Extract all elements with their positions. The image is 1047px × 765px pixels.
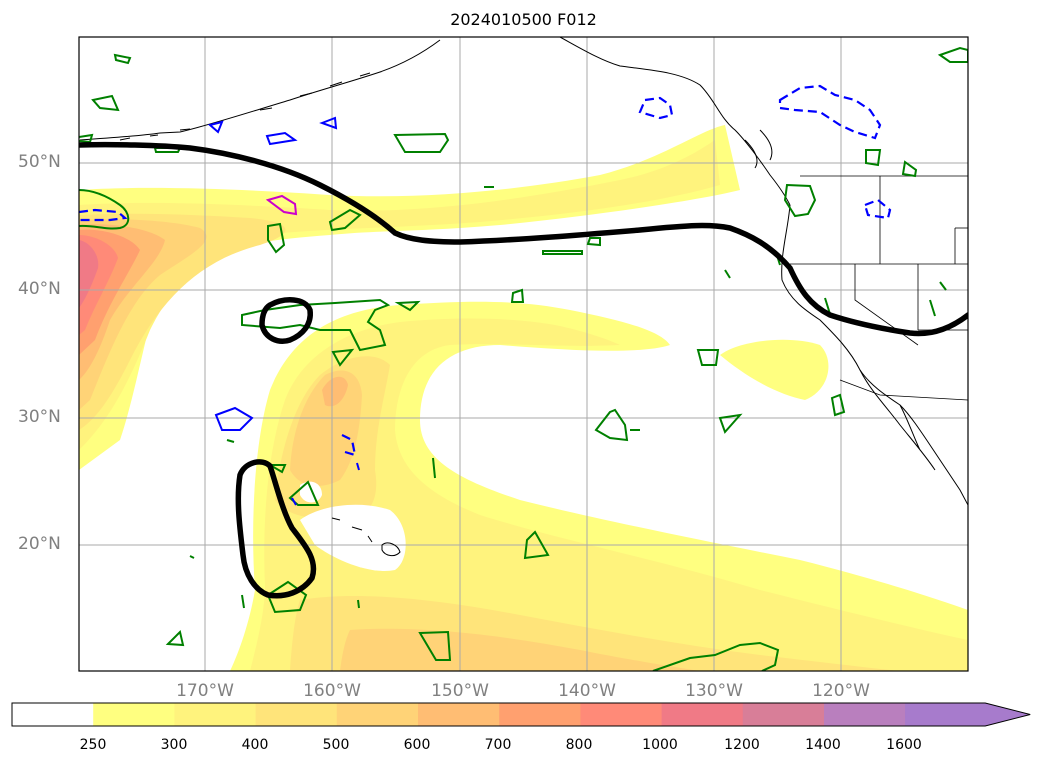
map-title: 2024010500 F012	[450, 10, 597, 29]
gridlines	[79, 37, 968, 671]
jet-contours	[79, 141, 968, 599]
magenta-contour	[265, 194, 298, 216]
colorbar-segment	[499, 703, 581, 726]
colorbar-segment	[418, 703, 500, 726]
colorbar-segment	[93, 703, 175, 726]
colorbar-segment	[12, 703, 94, 726]
colorbar-segment	[174, 703, 257, 726]
colorbar-tick-1200: 1200	[724, 737, 760, 753]
baja-peninsula	[859, 369, 936, 471]
colorbar-segment	[255, 703, 338, 726]
green-contours	[79, 46, 968, 671]
aleutian-islands	[119, 72, 371, 141]
colorbar	[11, 702, 1031, 727]
colorbar-segment	[742, 703, 825, 726]
coastlines	[79, 37, 968, 557]
colorbar-tick-300: 300	[160, 737, 188, 753]
colorbar-tick-700: 700	[484, 737, 512, 753]
lon-label-170w: 170°W	[176, 681, 234, 701]
colorbar-segment	[336, 703, 419, 726]
colorbar-tick-1600: 1600	[886, 737, 922, 753]
colorbar-tick-250: 250	[79, 737, 107, 753]
colorbar-tick-1000: 1000	[642, 737, 678, 753]
alaska-peninsula-coast	[79, 39, 441, 141]
hawaii-islands	[331, 517, 401, 557]
north-band-1000	[79, 240, 99, 308]
lon-label-120w: 120°W	[812, 681, 870, 701]
jet-closed-loop-south	[235, 459, 317, 599]
jet-closed-loop-north	[259, 297, 313, 344]
plume-east-250	[720, 339, 829, 400]
colorbar-tick-800: 800	[565, 737, 593, 753]
gap-hawaii	[300, 504, 406, 571]
plume-south-500	[340, 628, 700, 671]
colorbar-tick-1400: 1400	[805, 737, 841, 753]
gap-inner	[300, 481, 322, 503]
colorbar-tick-500: 500	[322, 737, 350, 753]
filled-field	[79, 125, 968, 671]
na-west-coast	[781, 204, 968, 506]
bc-islands	[744, 129, 773, 169]
alaska-gulf-coast	[559, 37, 791, 206]
colorbar-segment	[580, 703, 663, 726]
lat-label-50n: 50°N	[18, 152, 61, 172]
colorbar-outline	[11, 702, 1031, 727]
colorbar-tick-400: 400	[241, 737, 269, 753]
plot-frame	[78, 36, 969, 672]
plume-500	[290, 370, 362, 486]
colorbar-extend-arrow	[905, 703, 1031, 726]
jet-north-line	[79, 141, 968, 337]
colorbar-segment	[661, 703, 744, 726]
plume-600	[322, 376, 348, 407]
lon-label-150w: 150°W	[431, 681, 489, 701]
lon-label-160w: 160°W	[303, 681, 361, 701]
lon-label-140w: 140°W	[558, 681, 616, 701]
colorbar-segment	[824, 703, 906, 726]
colorbar-tick-600: 600	[403, 737, 431, 753]
blue-dashed-contours	[79, 84, 892, 457]
lon-label-130w: 130°W	[685, 681, 743, 701]
lat-label-40n: 40°N	[18, 279, 61, 299]
plume-300	[250, 318, 968, 671]
lat-label-30n: 30°N	[18, 407, 61, 427]
lat-label-20n: 20°N	[18, 534, 61, 554]
blue-solid-contours	[207, 116, 360, 506]
